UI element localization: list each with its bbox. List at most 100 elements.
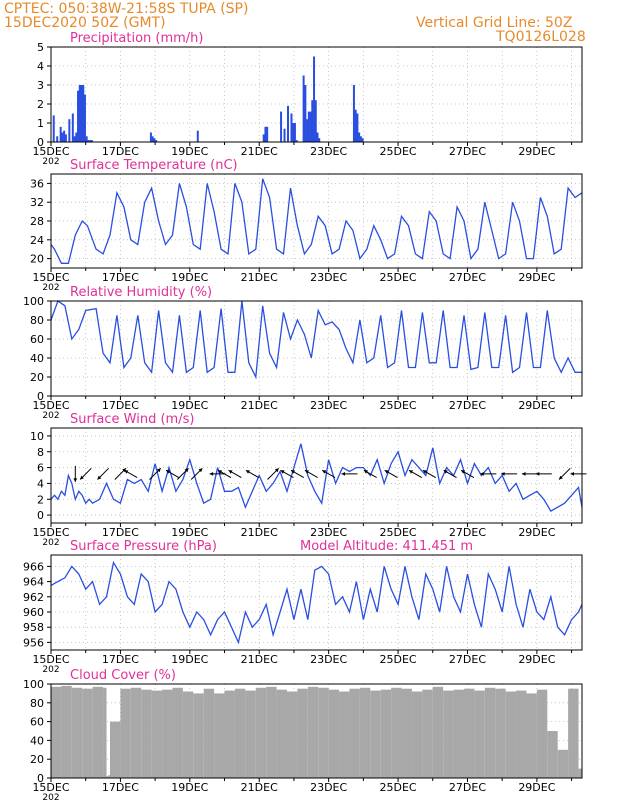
wind-arrow-head — [245, 470, 250, 474]
panel-frame — [50, 427, 583, 524]
x-tick-label: 25DEC — [380, 145, 417, 158]
cloud-bar — [432, 686, 444, 778]
cloud-bar — [193, 693, 204, 778]
wind-arrow-head — [166, 470, 171, 474]
wind-arrow-head — [570, 472, 574, 476]
y-tick-label: 8 — [37, 446, 44, 459]
y-tick-label: 20 — [30, 371, 44, 384]
run-date-label: 15DEC2020 50Z (GMT) — [4, 15, 166, 31]
y-tick-label: 0 — [37, 772, 44, 785]
wind-arrow — [165, 469, 180, 478]
cloud-bar — [370, 690, 381, 778]
y-tick-label: 20 — [30, 753, 44, 766]
precip-bar — [295, 140, 298, 142]
x-tick-label: 25DEC — [380, 781, 417, 794]
cloud-bar — [568, 688, 579, 778]
precip-bar — [287, 105, 289, 142]
precip-bar — [68, 119, 71, 142]
precip-bar — [293, 123, 296, 142]
x-tick-label: 23DEC — [310, 145, 347, 158]
cloud-bar — [422, 689, 433, 778]
y-tick-label: 20 — [30, 253, 44, 266]
wind-arrow — [341, 472, 358, 476]
precip-bar — [361, 138, 364, 142]
wind-arrow-head — [409, 470, 413, 474]
cloud-bar — [287, 691, 298, 778]
precip-bar — [82, 85, 85, 142]
precip-bar — [283, 128, 286, 142]
x-tick-label: 25DEC — [380, 653, 417, 666]
humidity-panel: 0 20 40 60 80 100 15DEC 17DEC 19DEC 21DEC 23DEC 25D… — [23, 285, 583, 421]
x-tick-label: 29DEC — [518, 526, 555, 539]
precip-bar — [71, 113, 74, 142]
wind-arrow — [217, 469, 232, 478]
wind-arrow-head — [124, 470, 129, 474]
wind-arrow-head — [535, 472, 540, 476]
wind-arrow — [176, 467, 189, 480]
wind-title: Surface Wind (m/s) — [70, 412, 194, 427]
wind-arrow-head — [198, 468, 203, 473]
wind-arrow-head — [384, 470, 389, 474]
x-year-fragment: 202 — [42, 793, 59, 800]
precip-bar — [59, 126, 62, 142]
wind-arrow-head — [280, 470, 285, 474]
x-tick-label: 17DEC — [102, 271, 139, 284]
wind-arrow — [443, 469, 457, 478]
y-tick-label: 36 — [30, 177, 44, 190]
cloud-bar — [297, 688, 308, 778]
humidity-series-line — [50, 299, 582, 380]
model-code: TQ0126L028 — [496, 29, 586, 45]
wind-arrow-head — [521, 472, 526, 476]
model-altitude-label: Model Altitude: 411.451 m — [300, 539, 473, 554]
wind-arrow — [521, 472, 538, 476]
cloud-bar — [106, 776, 109, 778]
wind-arrow-head — [228, 470, 233, 474]
cloud-bar — [557, 749, 569, 778]
cloud-bar — [92, 686, 104, 778]
precip-bar — [318, 138, 321, 142]
precip-bar — [352, 85, 355, 142]
x-tick-label: 29DEC — [518, 271, 555, 284]
precip-bar — [313, 56, 316, 142]
wind-arrow — [422, 469, 436, 478]
precip-bar — [354, 109, 357, 142]
cloud-bar — [130, 687, 142, 778]
panel-frame — [50, 683, 583, 779]
cloud-bar — [526, 693, 537, 778]
precip-bar — [56, 136, 59, 142]
cloud-bar — [484, 687, 496, 778]
precip-bar — [64, 134, 67, 142]
pressure-series-line — [50, 560, 583, 645]
cloud-bar — [328, 689, 340, 778]
x-tick-label: 25DEC — [380, 526, 417, 539]
y-tick-label: 1 — [37, 117, 44, 130]
wind-arrow — [97, 467, 110, 480]
x-year-fragment: 202 — [42, 538, 59, 548]
precip-bar — [87, 140, 90, 142]
cloud-bar — [547, 731, 558, 778]
cloud-bar — [307, 686, 319, 778]
x-tick-label: 27DEC — [449, 145, 486, 158]
y-tick-label: 80 — [30, 314, 44, 327]
panel-frame — [50, 300, 583, 397]
y-tick-label: 958 — [23, 621, 44, 634]
wind-arrow-head — [73, 478, 78, 482]
cloud-bar — [245, 690, 256, 778]
temperature-panel: 20 24 28 32 36 15DEC 17DEC 19DEC 21DEC 23DEC 25DEC… — [30, 158, 583, 293]
pressure-panel: 956 958 960 962 964 966 15DEC 17DEC 19DEC 21DEC 23… — [23, 539, 583, 675]
cloud-bar — [120, 688, 131, 778]
x-tick-label: 27DEC — [449, 399, 486, 412]
x-tick-label: 23DEC — [310, 653, 347, 666]
precip-bar — [61, 132, 64, 142]
x-tick-label: 19DEC — [171, 526, 208, 539]
x-tick-label: 21DEC — [241, 271, 278, 284]
cloud-bar — [495, 688, 506, 778]
precip-bar — [292, 123, 295, 142]
y-tick-label: 40 — [30, 352, 44, 365]
wind-arrow — [408, 469, 423, 478]
wind-arrow — [228, 469, 242, 478]
precip-bar — [90, 140, 93, 142]
x-tick-label: 15DEC — [32, 653, 69, 666]
cloud-title: Cloud Cover (%) — [70, 668, 176, 683]
wind-arrow — [79, 467, 92, 480]
